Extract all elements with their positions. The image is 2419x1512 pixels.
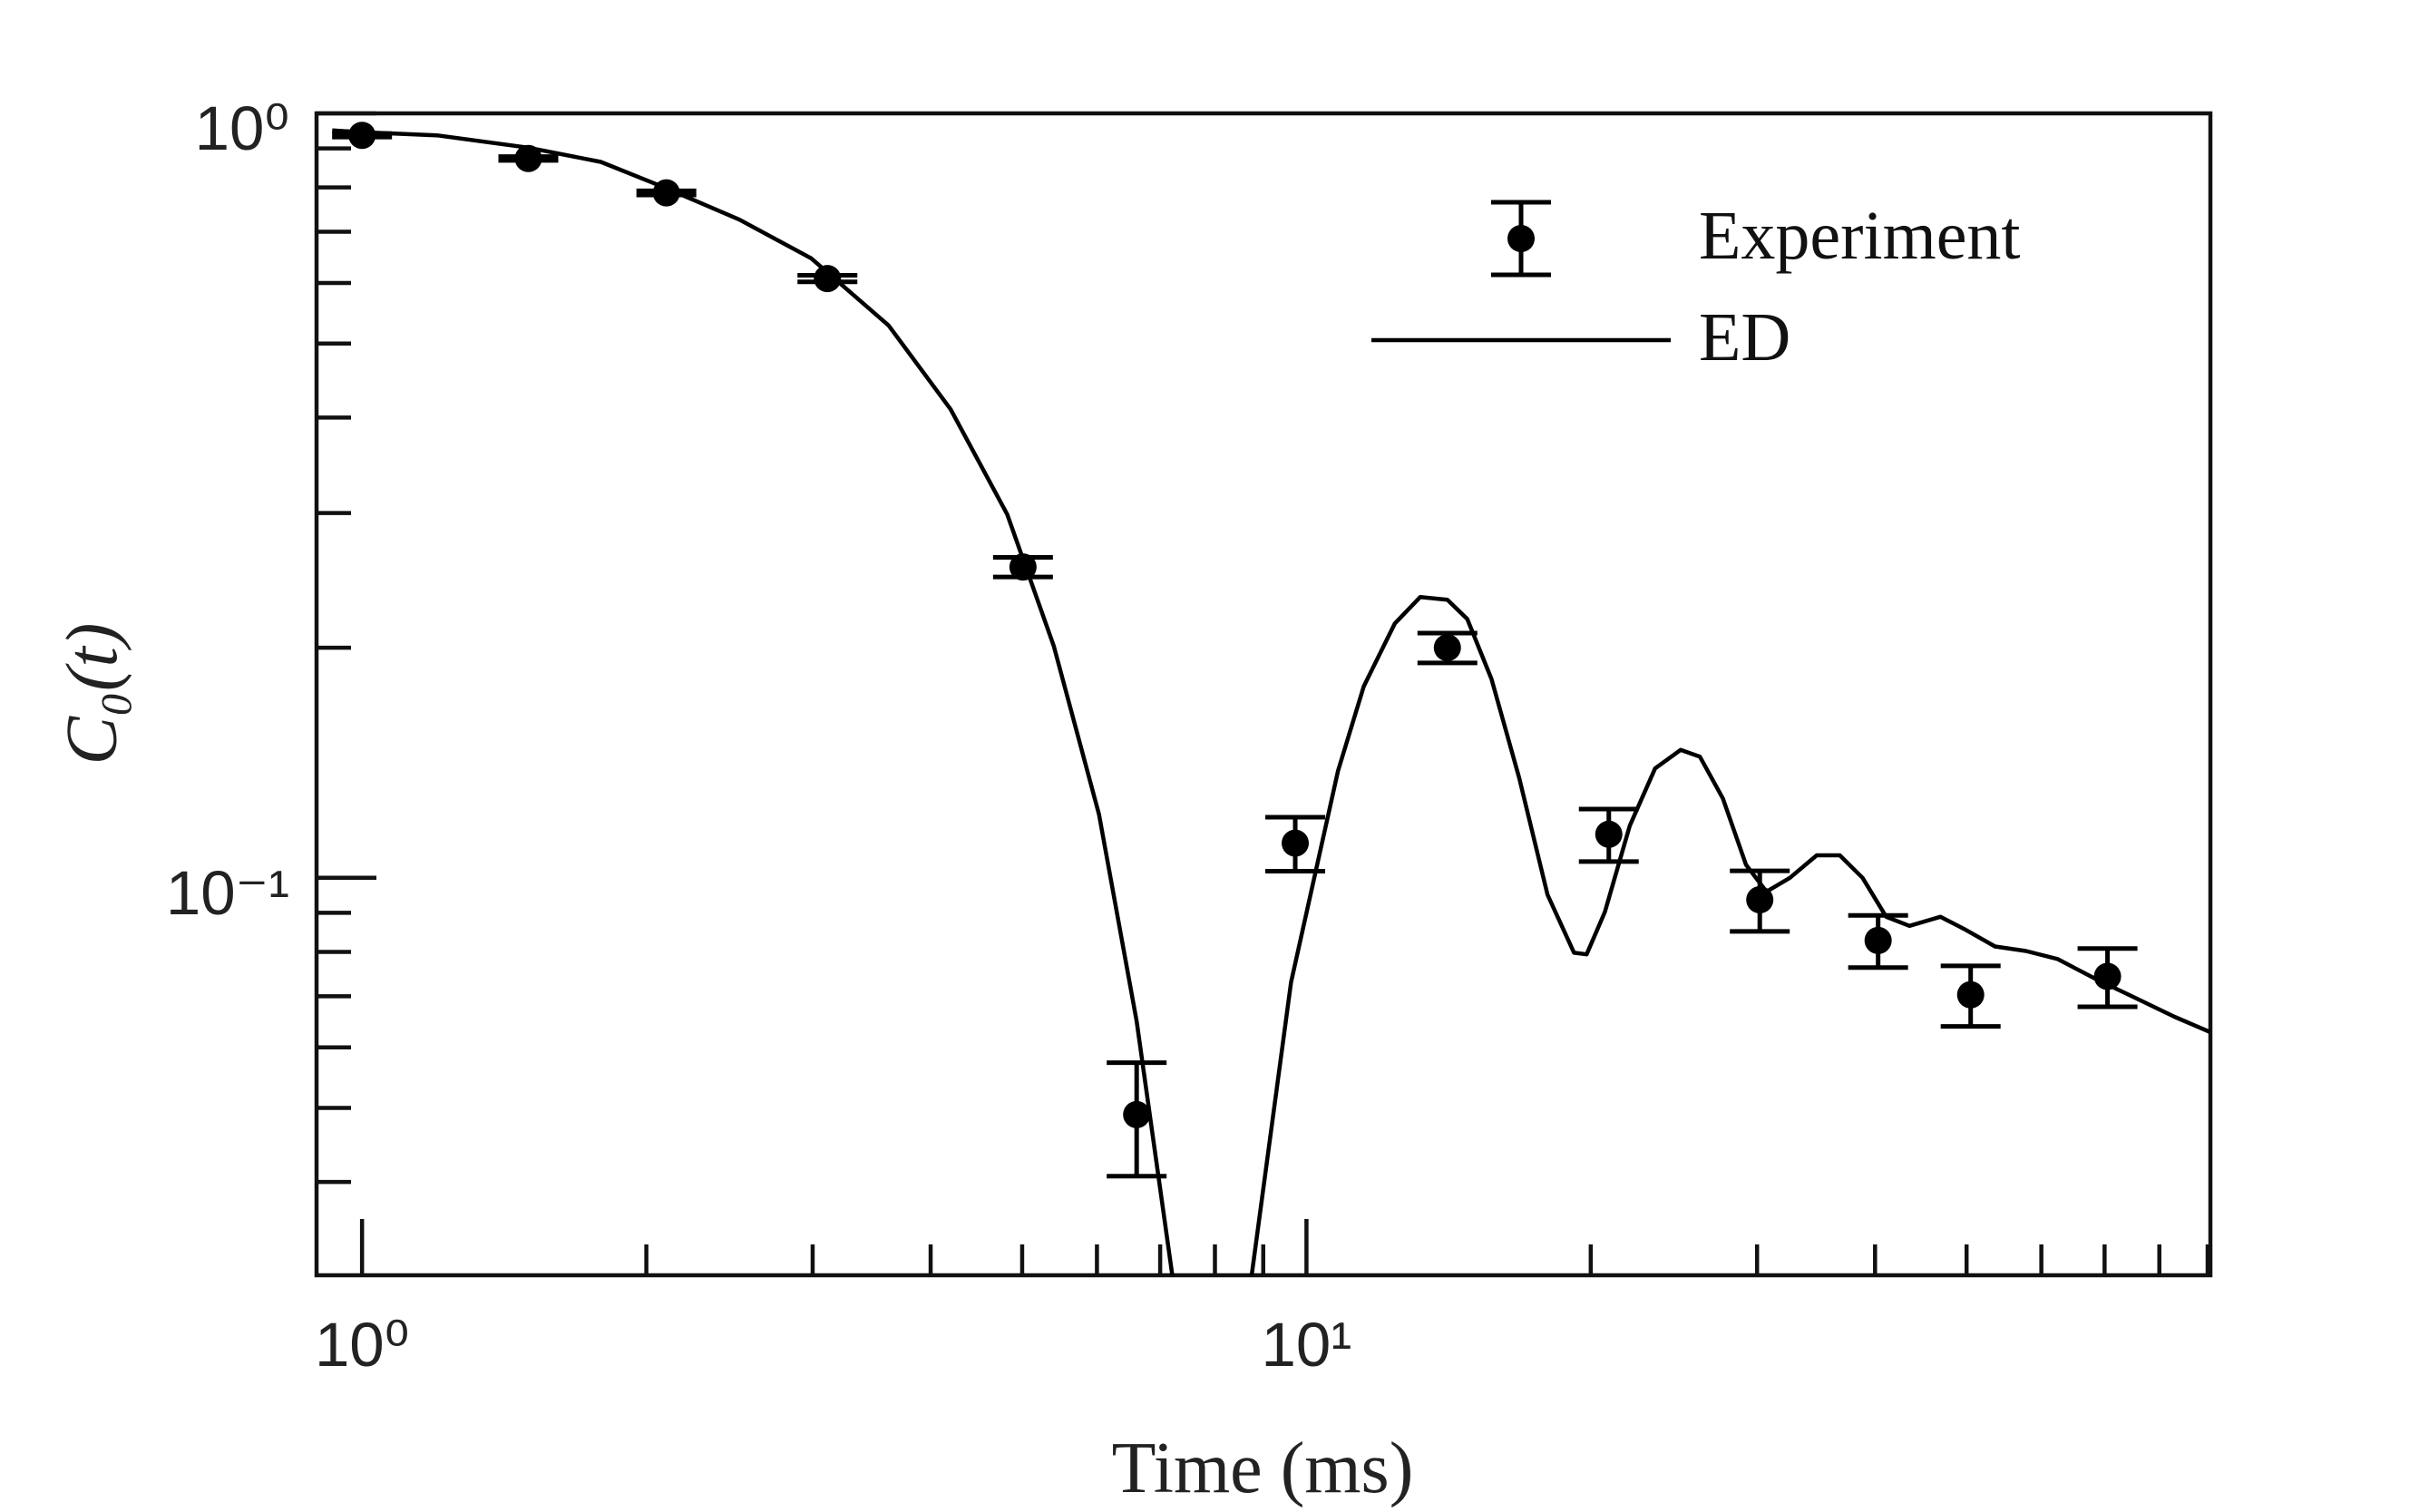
ed-line xyxy=(332,128,2210,1275)
data-point xyxy=(514,144,542,172)
x-tick-label: 10¹ xyxy=(1262,1310,1352,1380)
plot-frame xyxy=(314,111,2213,1278)
y-axis-label: C₀(t) xyxy=(53,623,132,766)
y-tick-label: 10⁻¹ xyxy=(166,858,289,928)
data-point xyxy=(1123,1100,1151,1128)
y-tick-label: 10⁰ xyxy=(195,93,289,163)
data-point xyxy=(1282,829,1310,857)
data-point xyxy=(1595,820,1623,848)
data-point xyxy=(1433,634,1461,662)
plot-area xyxy=(332,122,2210,1275)
legend-label: ED xyxy=(1699,299,1790,376)
legend-marker xyxy=(1507,225,1535,252)
data-point xyxy=(348,122,376,150)
data-point xyxy=(814,265,842,293)
legend-label: Experiment xyxy=(1699,198,2021,274)
x-axis-label: Time (ms) xyxy=(1112,1429,1414,1508)
x-tick-label: 10⁰ xyxy=(315,1310,409,1380)
data-point xyxy=(1864,926,1892,954)
data-point xyxy=(1956,980,1985,1009)
